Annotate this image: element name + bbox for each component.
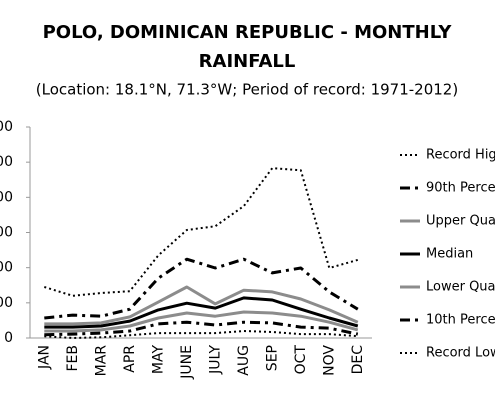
series-line	[44, 285, 359, 326]
x-tick-label: JUNE	[179, 345, 195, 380]
chart-title: POLO, DOMINICAN REPUBLIC - MONTHLY	[43, 22, 453, 43]
legend-label: Upper Quartile	[426, 214, 495, 229]
y-tick-label: 0	[4, 330, 13, 346]
x-tick-label: APR	[122, 345, 138, 373]
series-line	[44, 257, 359, 320]
y-tick-label: 200	[0, 260, 13, 276]
series-line	[44, 296, 359, 329]
y-tick-label: 500	[0, 154, 13, 170]
x-tick-label: JAN	[36, 345, 52, 370]
chart-title: RAINFALL	[199, 51, 296, 72]
legend-label: Median	[426, 247, 473, 262]
legend-label: 10th Percentile	[426, 313, 495, 328]
series-line	[44, 330, 358, 339]
x-tick-label: AUG	[236, 345, 252, 376]
series-line	[44, 320, 359, 337]
x-tick-label: SEP	[264, 345, 280, 371]
y-tick-label: 300	[0, 225, 13, 241]
y-tick-label: 400	[0, 189, 13, 205]
legend-label: Lower Quartile	[426, 280, 495, 295]
legend-label: Record Low	[426, 346, 495, 361]
legend-label: Record High	[426, 148, 495, 163]
x-tick-label: NOV	[321, 345, 337, 376]
y-tick-label: 600	[0, 119, 13, 135]
series-line	[44, 167, 359, 297]
x-tick-label: JULY	[207, 345, 223, 375]
legend-label: 90th Percentile	[426, 181, 495, 196]
y-tick-label: 100	[0, 295, 13, 311]
chart-subtitle: (Location: 18.1°N, 71.3°W; Period of rec…	[36, 81, 458, 99]
series-line	[44, 310, 359, 333]
x-tick-label: DEC	[350, 345, 366, 375]
x-tick-label: FEB	[65, 345, 81, 372]
x-tick-label: OCT	[293, 345, 309, 375]
x-tick-label: MAY	[150, 345, 166, 375]
x-tick-label: MAR	[93, 345, 109, 377]
